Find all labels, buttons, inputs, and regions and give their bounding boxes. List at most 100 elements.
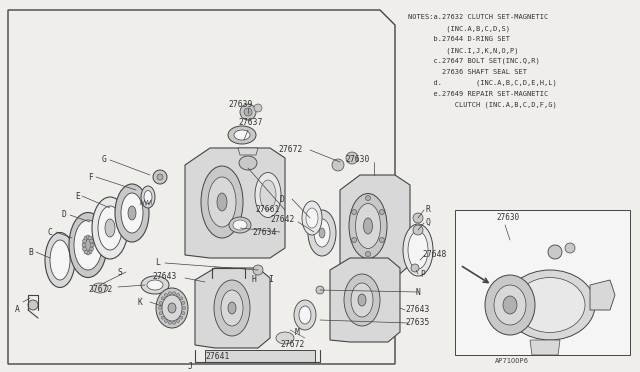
Ellipse shape	[319, 228, 325, 238]
Text: G: G	[102, 155, 107, 164]
Text: A: A	[15, 305, 20, 314]
Text: b.27644 D-RING SET: b.27644 D-RING SET	[408, 36, 510, 42]
Ellipse shape	[494, 285, 526, 325]
Ellipse shape	[161, 297, 164, 300]
Ellipse shape	[159, 301, 162, 304]
Circle shape	[153, 170, 167, 184]
Ellipse shape	[355, 203, 381, 248]
Ellipse shape	[503, 296, 517, 314]
Ellipse shape	[83, 239, 86, 243]
Text: J: J	[188, 362, 193, 371]
Circle shape	[365, 251, 371, 257]
Ellipse shape	[159, 307, 161, 310]
Text: P: P	[420, 270, 425, 279]
Ellipse shape	[485, 275, 535, 335]
Text: F: F	[88, 173, 93, 182]
Ellipse shape	[308, 210, 336, 256]
Text: (INC.A,B,C,D,S): (INC.A,B,C,D,S)	[408, 25, 510, 32]
Ellipse shape	[182, 301, 185, 304]
Text: D: D	[62, 210, 67, 219]
Circle shape	[413, 225, 423, 235]
Ellipse shape	[515, 278, 585, 333]
Ellipse shape	[221, 290, 243, 326]
Ellipse shape	[90, 247, 93, 251]
Ellipse shape	[228, 302, 236, 314]
Ellipse shape	[239, 156, 257, 170]
Ellipse shape	[168, 321, 172, 324]
Ellipse shape	[162, 295, 182, 321]
Ellipse shape	[69, 212, 107, 278]
Ellipse shape	[141, 186, 155, 208]
Ellipse shape	[164, 294, 168, 296]
Text: 27637: 27637	[238, 118, 262, 127]
Ellipse shape	[88, 236, 92, 240]
Ellipse shape	[83, 236, 93, 254]
Text: NOTES:a.27632 CLUTCH SET-MAGNETIC: NOTES:a.27632 CLUTCH SET-MAGNETIC	[408, 14, 548, 20]
Ellipse shape	[50, 240, 70, 280]
Ellipse shape	[299, 306, 311, 324]
Ellipse shape	[228, 126, 256, 144]
Ellipse shape	[255, 173, 281, 218]
Ellipse shape	[351, 283, 373, 317]
Text: D: D	[280, 195, 285, 204]
Polygon shape	[8, 10, 395, 364]
Ellipse shape	[84, 236, 88, 240]
Text: I: I	[268, 275, 273, 284]
Ellipse shape	[182, 307, 186, 310]
Text: 27672: 27672	[88, 285, 113, 294]
Text: 27639: 27639	[228, 100, 252, 109]
Circle shape	[244, 108, 252, 116]
Circle shape	[346, 152, 358, 164]
Ellipse shape	[403, 224, 433, 276]
Text: 27661: 27661	[255, 205, 280, 214]
Ellipse shape	[88, 250, 92, 254]
Ellipse shape	[173, 292, 175, 295]
Circle shape	[157, 174, 163, 180]
Ellipse shape	[90, 243, 94, 247]
Ellipse shape	[173, 321, 175, 324]
Ellipse shape	[229, 217, 251, 233]
Text: 27672: 27672	[280, 340, 305, 349]
Circle shape	[253, 265, 263, 275]
Ellipse shape	[156, 288, 188, 328]
Text: 27630: 27630	[496, 213, 519, 222]
Circle shape	[413, 213, 423, 223]
Text: 27634: 27634	[252, 228, 276, 237]
Ellipse shape	[164, 320, 168, 323]
Ellipse shape	[121, 193, 143, 233]
Text: e.27649 REPAIR SET-MAGNETIC: e.27649 REPAIR SET-MAGNETIC	[408, 91, 548, 97]
Text: R: R	[425, 205, 430, 214]
Polygon shape	[590, 280, 615, 310]
Ellipse shape	[98, 206, 122, 250]
Text: 27641: 27641	[205, 352, 229, 361]
Ellipse shape	[82, 243, 86, 247]
Ellipse shape	[294, 300, 316, 330]
Text: 27672: 27672	[278, 145, 302, 154]
Text: 27643: 27643	[405, 305, 429, 314]
Circle shape	[365, 196, 371, 201]
Ellipse shape	[92, 197, 128, 259]
Ellipse shape	[168, 303, 176, 313]
Text: c.27647 BOLT SET(INC.Q,R): c.27647 BOLT SET(INC.Q,R)	[408, 58, 540, 64]
Polygon shape	[330, 258, 400, 342]
Ellipse shape	[159, 312, 162, 315]
Circle shape	[316, 286, 324, 294]
Circle shape	[240, 104, 256, 120]
Text: d.        (INC.A,B,C,D,E,H,L): d. (INC.A,B,C,D,E,H,L)	[408, 80, 557, 87]
Ellipse shape	[201, 166, 243, 238]
Ellipse shape	[364, 218, 372, 234]
Circle shape	[380, 209, 385, 215]
Text: CLUTCH (INC.A,B,C,D,F,G): CLUTCH (INC.A,B,C,D,F,G)	[408, 102, 557, 109]
Circle shape	[332, 159, 344, 171]
Ellipse shape	[84, 250, 88, 254]
Ellipse shape	[276, 332, 294, 344]
Polygon shape	[530, 340, 560, 355]
Text: C: C	[48, 228, 53, 237]
Polygon shape	[238, 148, 258, 155]
Text: (INC.I,J,K,N,O,P): (INC.I,J,K,N,O,P)	[408, 47, 518, 54]
Polygon shape	[185, 148, 285, 258]
Text: 27630: 27630	[345, 155, 369, 164]
Text: 27643: 27643	[152, 272, 177, 281]
Text: L: L	[155, 258, 160, 267]
Circle shape	[380, 237, 385, 243]
